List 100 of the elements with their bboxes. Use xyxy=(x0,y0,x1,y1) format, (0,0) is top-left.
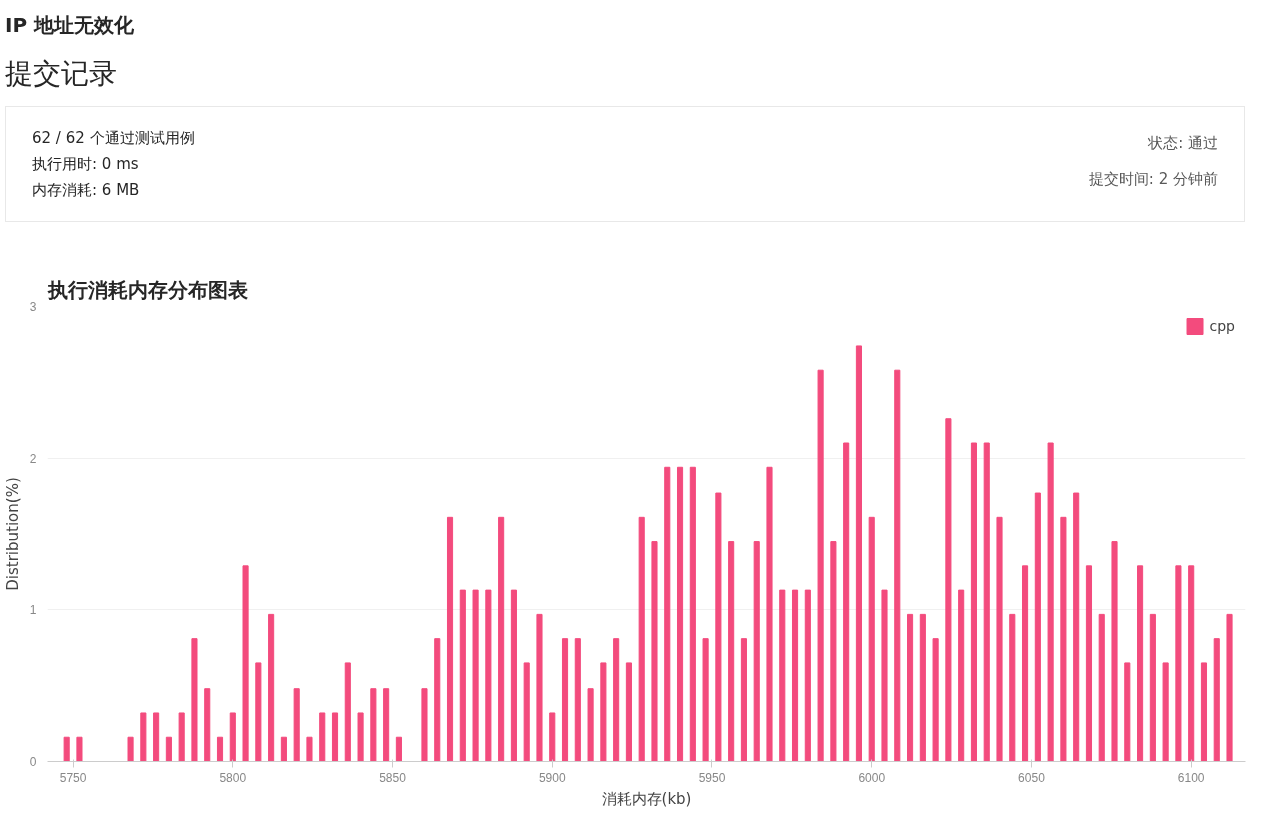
bar xyxy=(306,736,313,762)
bar xyxy=(843,442,850,762)
bar xyxy=(613,638,620,762)
bar xyxy=(434,638,441,762)
bar xyxy=(242,565,249,762)
bar xyxy=(216,736,224,762)
bar xyxy=(651,541,658,762)
x-tick-label: 5800 xyxy=(219,770,247,785)
bar xyxy=(1137,565,1144,762)
y-axis-title: Distribution(%) xyxy=(3,477,22,591)
bar xyxy=(395,736,402,762)
bar xyxy=(357,712,364,762)
bar xyxy=(1124,662,1131,762)
bar xyxy=(702,638,709,762)
bar xyxy=(561,638,569,762)
bar xyxy=(766,466,773,762)
bar xyxy=(1226,613,1233,762)
bar xyxy=(740,638,747,762)
bar xyxy=(1213,638,1220,762)
bar xyxy=(76,736,83,762)
bar xyxy=(970,442,978,762)
bar xyxy=(574,638,581,762)
bar xyxy=(204,688,211,762)
bar xyxy=(817,369,824,762)
text: 提交记录 xyxy=(5,55,118,92)
bar xyxy=(370,688,377,762)
bar xyxy=(881,589,888,762)
text: 执行用时: 0 ms xyxy=(32,153,140,175)
bar xyxy=(715,492,722,762)
bar xyxy=(945,418,952,762)
bar xyxy=(331,712,339,762)
bar xyxy=(1009,613,1016,762)
bar xyxy=(804,589,811,762)
bar xyxy=(485,589,492,762)
bar xyxy=(983,442,990,762)
bar xyxy=(268,613,275,762)
x-tick-label: 6050 xyxy=(1018,770,1046,785)
bar xyxy=(1149,613,1156,762)
bar xyxy=(1047,442,1054,762)
bar xyxy=(549,712,556,762)
bar xyxy=(1098,613,1105,762)
bar xyxy=(510,589,517,762)
chart-title: 执行消耗内存分布图表 xyxy=(46,277,248,302)
x-tick-label: 5750 xyxy=(59,770,87,785)
bar xyxy=(792,589,799,762)
bar xyxy=(753,541,760,762)
bar xyxy=(446,516,454,762)
bar xyxy=(1085,565,1093,762)
bar xyxy=(830,541,837,762)
bar xyxy=(280,736,287,762)
bar xyxy=(587,688,594,762)
bar xyxy=(523,662,530,762)
bar xyxy=(600,662,607,762)
bar xyxy=(1162,662,1169,762)
bar xyxy=(1022,565,1029,762)
bar xyxy=(728,541,735,762)
bar xyxy=(996,516,1003,762)
bar xyxy=(153,712,160,762)
bar xyxy=(421,688,428,762)
bar xyxy=(383,688,390,762)
bar xyxy=(127,736,134,762)
bar xyxy=(319,712,326,762)
y-tick-label: 2 xyxy=(29,451,37,466)
bar xyxy=(1111,541,1118,762)
y-tick-label: 1 xyxy=(29,603,37,618)
text: IP 地址无效化 xyxy=(5,12,136,39)
bar xyxy=(1200,662,1208,762)
bar xyxy=(140,712,147,762)
bar xyxy=(1034,492,1041,762)
bar xyxy=(1175,565,1182,762)
bar xyxy=(178,712,185,762)
x-tick-label: 5950 xyxy=(698,770,726,785)
bar xyxy=(855,345,862,762)
bar xyxy=(689,466,696,762)
bar xyxy=(293,688,300,762)
x-tick-label: 6100 xyxy=(1177,770,1205,785)
bar xyxy=(229,712,236,762)
bar xyxy=(255,662,262,762)
bar xyxy=(664,466,671,762)
y-tick-label: 0 xyxy=(29,755,37,769)
bar xyxy=(1060,516,1067,762)
bar xyxy=(1188,565,1195,762)
x-tick-label: 6000 xyxy=(858,770,886,785)
x-tick-label: 5850 xyxy=(379,770,407,785)
bar xyxy=(907,613,914,762)
x-tick-label: 5900 xyxy=(538,770,566,785)
bar xyxy=(958,589,965,762)
bar xyxy=(779,589,786,762)
text: 62 / 62 个通过测试用例 xyxy=(32,127,195,149)
bar xyxy=(638,516,645,762)
legend-label: cpp xyxy=(1209,318,1235,334)
bar xyxy=(191,638,198,762)
bar xyxy=(919,613,926,762)
bar xyxy=(932,638,939,762)
bar xyxy=(344,662,351,762)
bar xyxy=(472,589,479,762)
bar xyxy=(868,516,875,762)
bar xyxy=(676,466,684,762)
bar xyxy=(165,736,172,762)
bar xyxy=(1073,492,1080,762)
